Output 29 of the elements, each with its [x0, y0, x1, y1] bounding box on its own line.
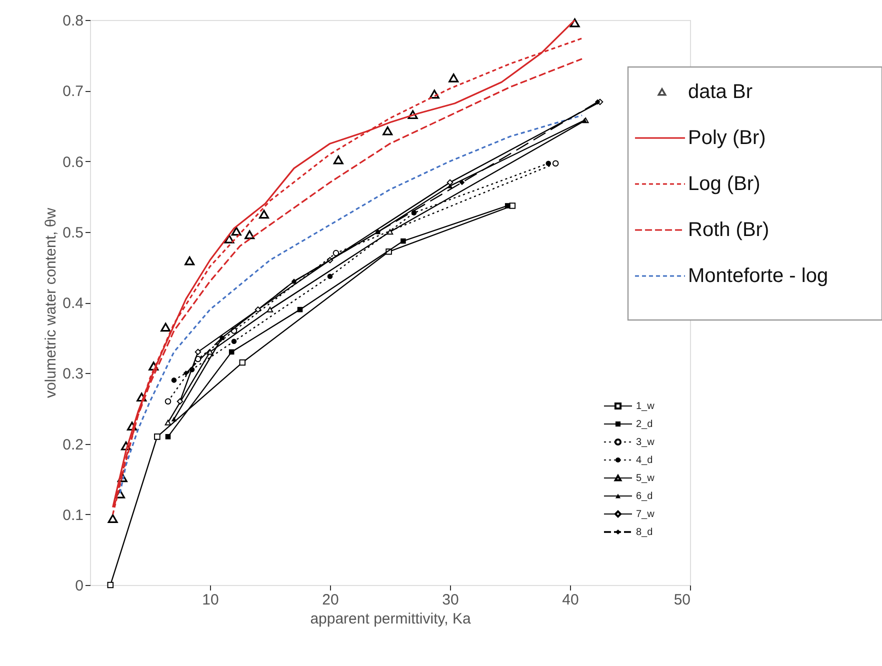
y-tick-label: 0.6: [62, 154, 84, 171]
legend-label: 7_w: [636, 509, 656, 520]
y-tick-label: 0.4: [62, 295, 84, 312]
legend-label: Monteforte - log: [688, 265, 828, 287]
y-tick-label: 0.5: [62, 224, 84, 242]
x-tick-label: 50: [674, 592, 690, 608]
legend-label: 6_d: [636, 491, 653, 502]
x-axis-title: apparent permittivity, Ka: [310, 610, 472, 628]
y-tick-label: 0.7: [62, 83, 84, 100]
legend-label: 5_w: [636, 473, 656, 484]
y-tick-label: 0.8: [62, 12, 84, 30]
x-tick-label: 10: [202, 592, 219, 608]
x-tick-label: 20: [322, 592, 339, 608]
y-tick-label: 0.3: [62, 366, 84, 383]
x-tick-label: 30: [442, 592, 459, 608]
y-tick-label: 0.1: [62, 506, 84, 524]
y-tick-label: 0.2: [62, 436, 84, 454]
legend-label: data Br: [688, 81, 753, 103]
legend-label: 8_d: [636, 527, 653, 538]
y-axis-title: volumetric water content, θw: [42, 208, 60, 398]
legend-label: Log (Br): [688, 173, 760, 195]
legend-label: Poly (Br): [688, 127, 766, 149]
legend-label: 3_w: [636, 437, 656, 448]
legend-label: 1_w: [636, 401, 656, 412]
legend-label: Roth (Br): [688, 219, 770, 241]
legend-label: 4_d: [636, 455, 653, 466]
legend-label: 2_d: [636, 419, 653, 430]
x-tick-label: 40: [562, 592, 579, 608]
y-tick-label: 0: [75, 578, 84, 594]
